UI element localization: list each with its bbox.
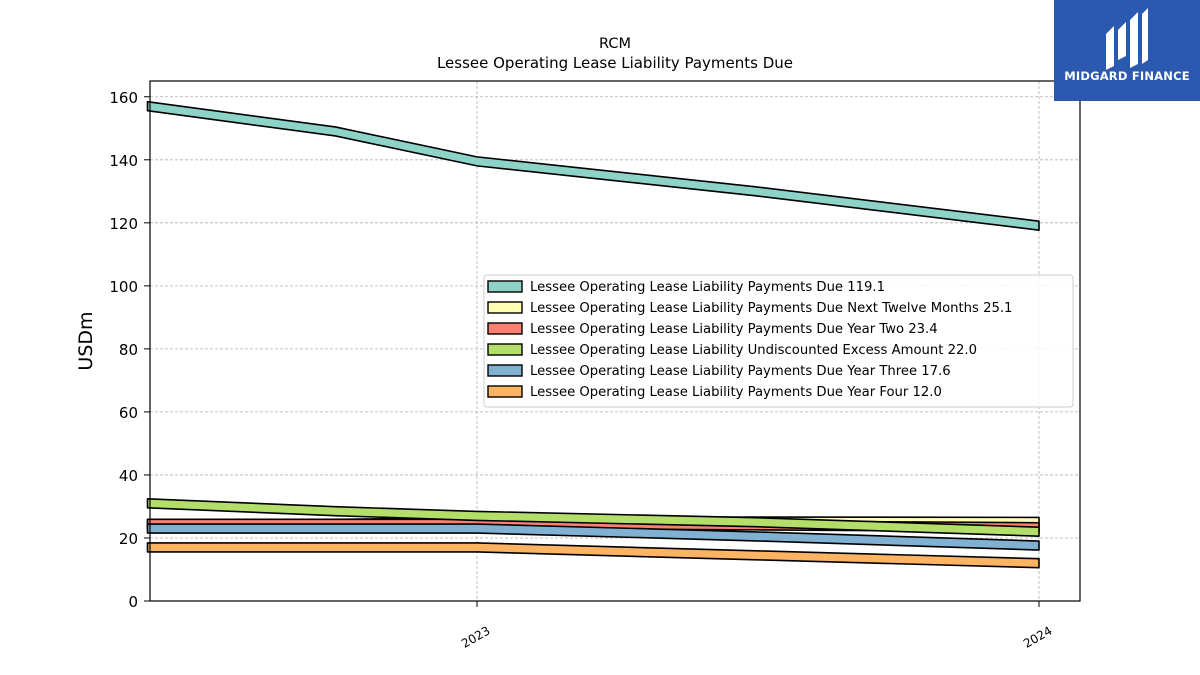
y-tick-label: 0 (128, 593, 138, 611)
x-axis: 2023 2024 (459, 601, 1055, 651)
y-tick-label: 160 (109, 89, 138, 107)
y-tick-label: 20 (119, 530, 138, 548)
y-tick-label: 100 (109, 278, 138, 296)
y-axis: 0 20 40 60 80 100 120 140 160 (109, 89, 150, 611)
legend-label-4: Lessee Operating Lease Liability Undisco… (530, 343, 977, 358)
legend-swatch-3 (487, 322, 523, 335)
x-tick-label: 2023 (459, 623, 492, 650)
legend-label-3: Lessee Operating Lease Liability Payment… (530, 322, 938, 337)
legend-label-2: Lessee Operating Lease Liability Payment… (530, 301, 1012, 316)
chart-subtitle: Lessee Operating Lease Liability Payment… (437, 54, 793, 72)
logo-text: MIDGARD FINANCE (1064, 69, 1190, 83)
legend-box (483, 274, 1074, 408)
y-tick-label: 40 (119, 467, 138, 485)
legend-label-1: Lessee Operating Lease Liability Payment… (530, 280, 885, 295)
legend-swatch-4 (487, 343, 523, 356)
plot-frame (149, 80, 1081, 602)
y-tick-label: 120 (109, 215, 138, 233)
legend-swatch-5 (487, 364, 523, 377)
legend: Lessee Operating Lease Liability Payment… (483, 274, 1074, 408)
legend-label-5: Lessee Operating Lease Liability Payment… (530, 364, 951, 379)
legend-swatch-6 (487, 385, 523, 398)
y-tick-label: 60 (119, 404, 138, 422)
series-layer (146, 100, 1040, 569)
y-axis-label: USDm (75, 311, 97, 370)
legend-swatch-1 (487, 280, 523, 293)
brand-logo: MIDGARD FINANCE (1054, 0, 1200, 101)
chart-title: RCM (599, 36, 631, 52)
series-line-1 (146, 100, 1040, 231)
legend-swatch-2 (487, 301, 523, 314)
series-line-6 (146, 542, 1040, 569)
series-line-4 (146, 498, 1040, 537)
y-tick-label: 140 (109, 152, 138, 170)
series-line-5 (146, 523, 1040, 551)
x-tick-label: 2024 (1021, 623, 1054, 650)
legend-label-6: Lessee Operating Lease Liability Payment… (530, 385, 942, 400)
y-tick-label: 80 (119, 341, 138, 359)
midgard-logo-icon (1106, 8, 1148, 70)
